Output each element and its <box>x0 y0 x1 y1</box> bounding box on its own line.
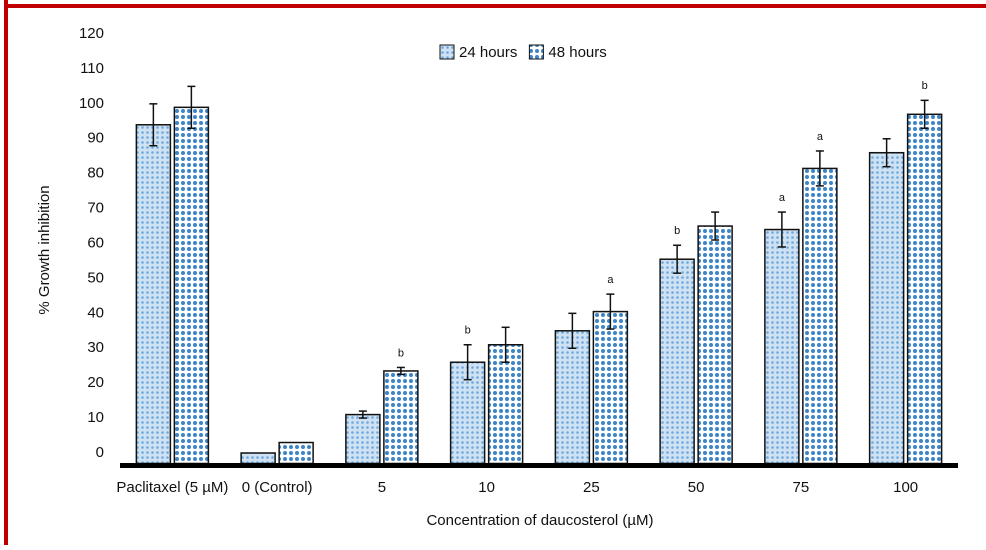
x-tick-label: 25 <box>583 479 600 496</box>
legend-label: 24 hours <box>459 44 517 61</box>
y-tick-label: 60 <box>87 234 104 251</box>
x-tick-label: 100 <box>893 479 918 496</box>
error-bar <box>673 244 682 274</box>
error-bar <box>501 326 510 363</box>
error-bar <box>815 150 824 187</box>
error-bar <box>149 103 158 147</box>
y-tick-label: 80 <box>87 165 104 182</box>
bar <box>240 452 276 465</box>
error-bar <box>882 138 891 168</box>
legend-label: 48 hours <box>548 44 606 61</box>
error-bar <box>358 410 367 419</box>
x-tick-label: 75 <box>793 479 810 496</box>
bar <box>135 124 172 465</box>
bar <box>173 106 210 465</box>
bar <box>906 113 943 465</box>
bar <box>383 370 419 465</box>
bar <box>868 151 905 465</box>
bar <box>345 413 381 465</box>
bar <box>659 258 695 465</box>
y-tick-label: 120 <box>79 25 104 42</box>
bar <box>554 330 591 465</box>
annotation: b <box>674 225 680 237</box>
bar <box>697 225 733 465</box>
annotation: b <box>465 325 471 337</box>
y-tick-label: 100 <box>79 95 104 112</box>
x-tick-label: Paclitaxel (5 µM) <box>116 479 228 496</box>
y-tick-label: 90 <box>87 130 104 147</box>
bar <box>278 441 314 465</box>
x-tick-label: 50 <box>688 479 705 496</box>
error-bar <box>187 85 196 130</box>
y-tick-label: 50 <box>87 269 104 286</box>
y-axis-label: % Growth inhibition <box>36 185 53 314</box>
error-bar <box>920 99 929 130</box>
y-tick-label: 10 <box>87 409 104 426</box>
annotation: a <box>817 131 824 143</box>
bar <box>802 167 838 465</box>
error-bar <box>711 211 720 241</box>
x-axis-label: Concentration of daucosterol (µM) <box>426 512 653 529</box>
x-tick-label: 0 (Control) <box>242 479 313 496</box>
legend-swatch <box>439 44 455 60</box>
bar <box>764 228 800 465</box>
annotation: b <box>922 80 928 92</box>
y-tick-label: 30 <box>87 339 104 356</box>
y-tick-label: 0 <box>96 444 104 461</box>
annotation: a <box>779 192 786 204</box>
y-tick-label: 70 <box>87 200 104 217</box>
x-tick-label: 10 <box>478 479 495 496</box>
error-bar <box>463 344 472 381</box>
bar <box>592 310 629 465</box>
y-tick-label: 20 <box>87 374 104 391</box>
y-tick-label: 110 <box>80 60 104 77</box>
error-bar <box>606 293 615 330</box>
annotation: a <box>607 274 614 286</box>
bar <box>487 344 524 465</box>
annotation: b <box>398 347 404 359</box>
x-tick-label: 5 <box>378 479 386 496</box>
legend-swatch <box>528 44 544 60</box>
error-bar <box>396 366 405 376</box>
y-tick-label: 40 <box>87 304 104 321</box>
error-bar <box>568 312 577 349</box>
error-bar <box>777 211 786 248</box>
